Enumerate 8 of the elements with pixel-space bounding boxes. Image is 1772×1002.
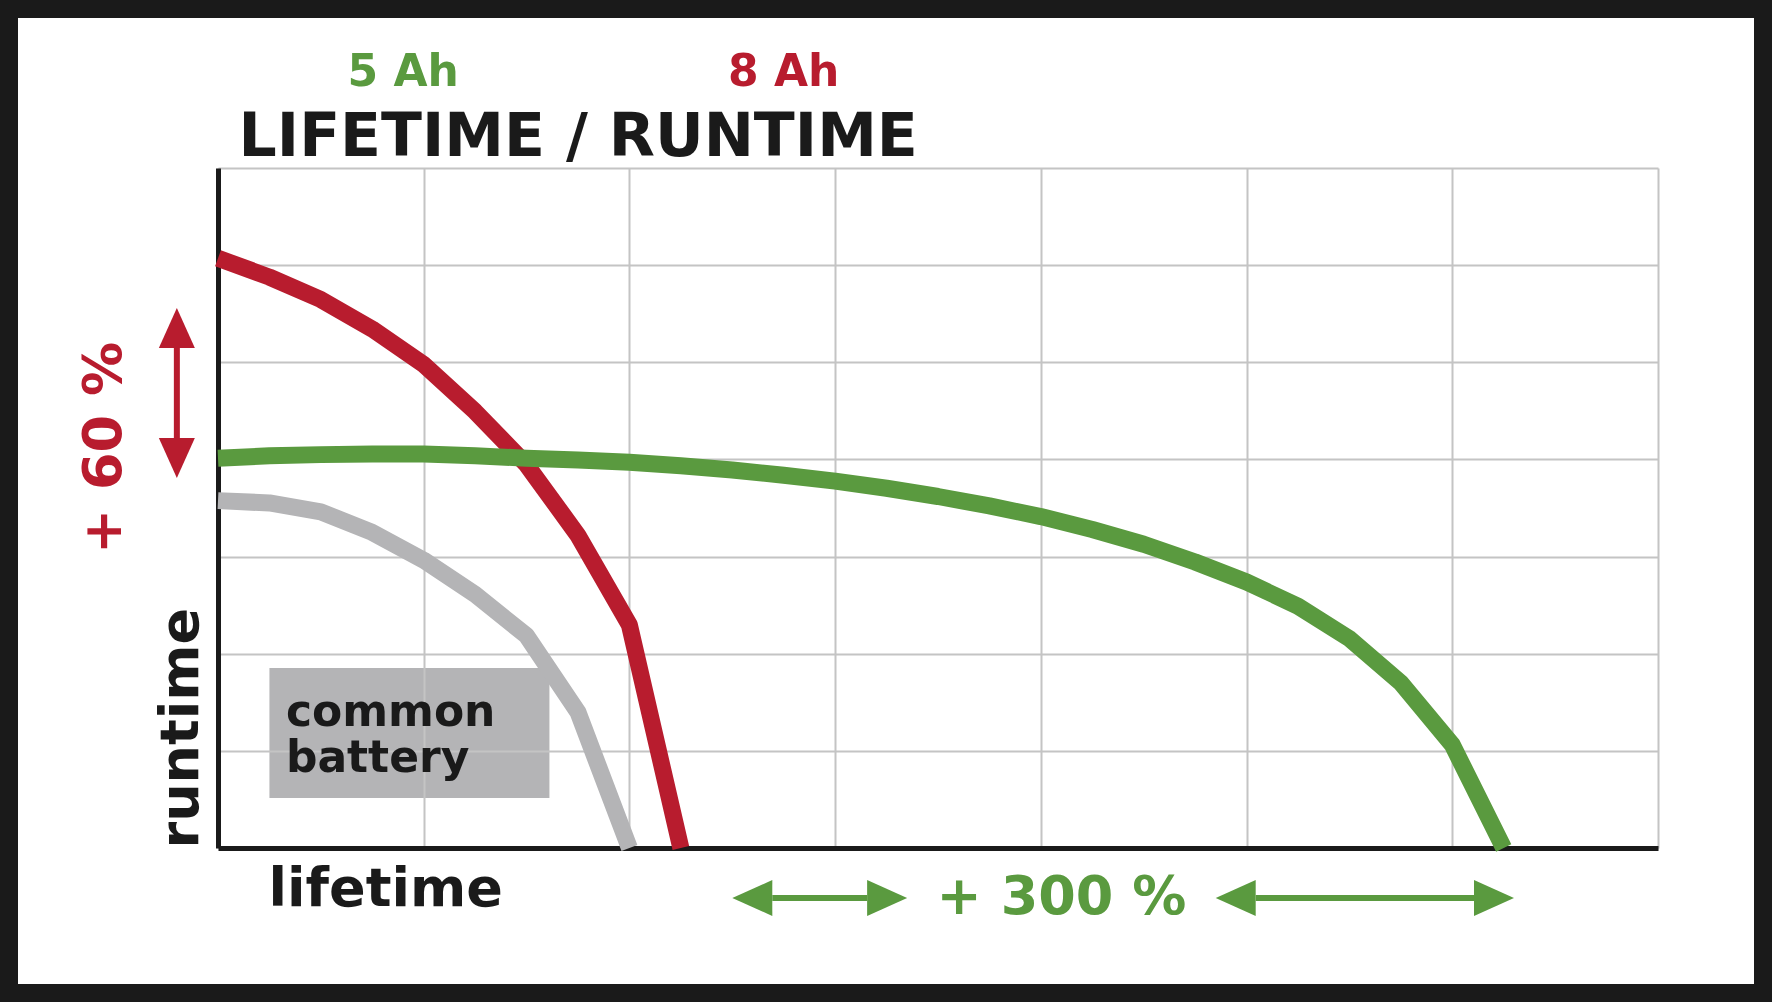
text: 5 Ah bbox=[347, 45, 459, 96]
text: + 300 % bbox=[936, 864, 1187, 927]
x-axis-title: lifetime bbox=[268, 855, 503, 919]
y-axis-title: runtime bbox=[147, 607, 211, 849]
series-label: common battery bbox=[285, 685, 496, 782]
text: 8 Ah bbox=[728, 45, 840, 96]
text: + 60 % bbox=[70, 341, 134, 555]
chart-title: LIFETIME / RUNTIME bbox=[238, 100, 918, 170]
